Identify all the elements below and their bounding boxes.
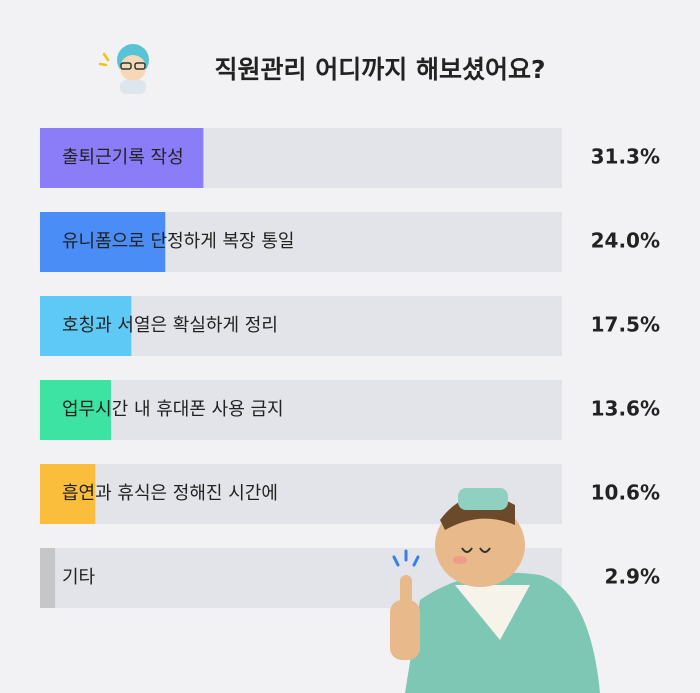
bar-track [40, 380, 562, 440]
value-label: 13.6% [591, 397, 660, 421]
bar [40, 128, 204, 188]
character-illustration [390, 488, 600, 693]
category-label: 유니폼으로 단정하게 복장 통일 [62, 231, 294, 252]
value-label: 2.9% [605, 565, 660, 589]
value-label: 10.6% [591, 481, 660, 505]
bar [40, 296, 132, 356]
value-label: 17.5% [591, 313, 660, 337]
category-label: 업무시간 내 휴대폰 사용 금지 [62, 399, 284, 420]
bar [40, 212, 166, 272]
title-icon [98, 44, 149, 94]
bar [40, 380, 111, 440]
chart-title: 직원관리 어디까지 해보셨어요? [215, 55, 546, 84]
category-label: 출퇴근기록 작성 [62, 147, 184, 168]
category-label: 흡연과 휴식은 정해진 시간에 [62, 483, 278, 504]
value-label: 24.0% [591, 229, 660, 253]
bar [40, 464, 96, 524]
value-label: 31.3% [591, 145, 660, 169]
category-label: 호칭과 서열은 확실하게 정리 [62, 315, 278, 336]
bar [40, 548, 56, 608]
category-label: 기타 [62, 567, 96, 588]
